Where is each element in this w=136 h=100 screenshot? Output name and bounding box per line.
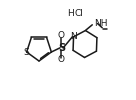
Text: Cl: Cl bbox=[74, 8, 83, 18]
Text: NH: NH bbox=[95, 18, 108, 28]
Text: H: H bbox=[67, 8, 74, 18]
Text: S: S bbox=[23, 48, 29, 56]
Text: O: O bbox=[58, 56, 65, 64]
Text: S: S bbox=[58, 43, 65, 53]
Text: O: O bbox=[58, 32, 65, 40]
Text: N: N bbox=[70, 32, 77, 41]
